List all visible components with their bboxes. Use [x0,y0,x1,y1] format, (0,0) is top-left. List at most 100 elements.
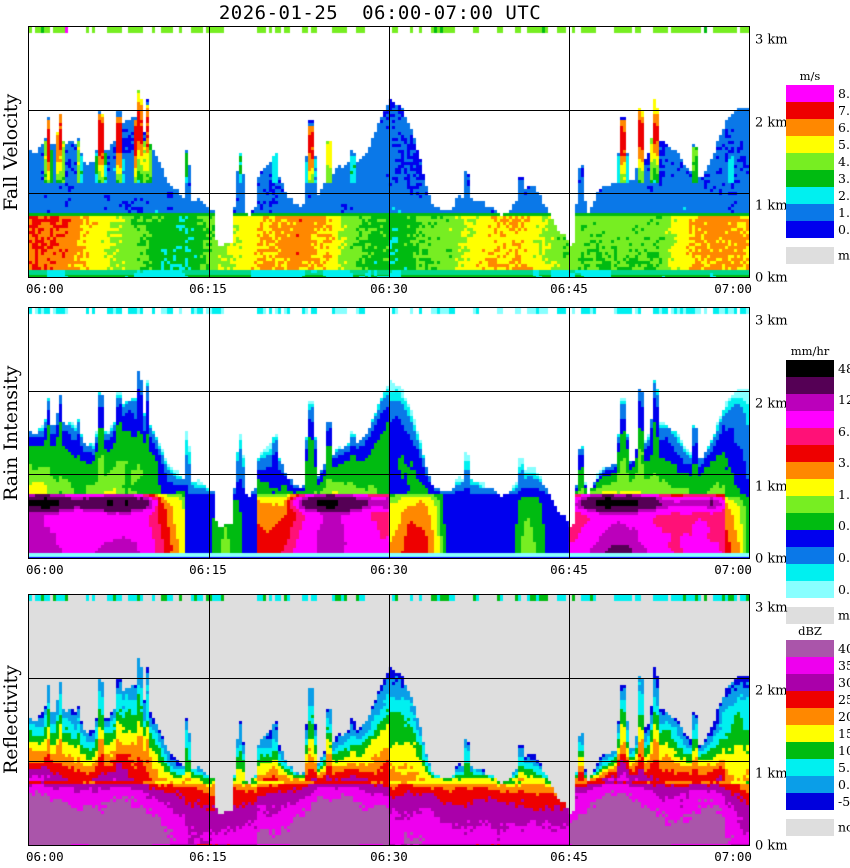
colorbar-band [786,708,834,725]
colorbar-missing-label: none [838,819,850,835]
xtick-0615-p1: 06:15 [189,562,227,577]
colorbar-tick-label: 4.0 [838,153,850,169]
colorbar-missing-swatch [786,607,834,624]
colorbar-band [786,657,834,674]
colorbar-band [786,479,834,496]
colorbar-missing-swatch [786,247,834,264]
colorbar-band [786,564,834,581]
page-title: 2026-01-25 06:00-07:00 UTC [218,2,542,24]
colorbar-band [786,496,834,513]
axis-title-fall-velocity: Fall Velocity [0,93,22,211]
colorbar-band [786,102,834,119]
colorbar-band [786,377,834,394]
colorbar-swatches-fall-velocity [786,85,834,238]
colorbar-band [786,394,834,411]
colorbar-missing-swatch [786,819,834,836]
colorbar-tick-label: 25.0 [838,691,850,707]
colorbar-tick-label: 10.0 [838,742,850,758]
colorbar-tick-label: 0.0 [838,581,850,597]
colorbar-band [786,513,834,530]
colorbar-ticks-reflectivity: -5.00.05.010.015.020.025.030.035.040.0 [838,640,850,810]
xtick-0600-p2: 06:00 [26,849,64,864]
colorbar-tick-label: 1.0 [838,204,850,220]
colorbar-band [786,153,834,170]
xtick-0600-p1: 06:00 [26,562,64,577]
colorbar-tick-label: 6.0 [838,119,850,135]
ytick-3km-p2: 3 km [755,600,788,616]
ytick-2km-p1: 2 km [755,396,788,412]
xtick-0615-p2: 06:15 [189,849,227,864]
xtick-0645-p2: 06:45 [550,849,588,864]
colorbar-ticks-fall-velocity: 0.01.02.03.04.05.06.07.08.0 [838,85,850,238]
xtick-0700-p1: 07:00 [714,562,752,577]
axis-title-rain-intensity: Rain Intensity [0,365,22,501]
colorbar-tick-label: 0.1 [838,550,850,566]
colorbar-tick-label: 7.0 [838,102,850,118]
colorbar-band [786,742,834,759]
colorbar-tick-label: 30.0 [838,674,850,690]
plot-area-reflectivity[interactable] [28,594,750,846]
colorbar-tick-label: 1.5 [838,486,850,502]
colorbar-tick-label: 40.0 [838,640,850,656]
xtick-0600-p0: 06:00 [26,281,64,296]
xtick-0645-p0: 06:45 [550,281,588,296]
colorbar-swatches-rain-intensity [786,360,834,598]
colorbar-band [786,691,834,708]
colorbar-tick-label: 48.0 [838,360,850,376]
colorbar-missing-label: miss [838,247,850,263]
colorbar-band [786,136,834,153]
colorbar-units-reflectivity: dBZ [798,624,822,638]
colorbar-tick-label: 0.0 [838,776,850,792]
colorbar-band [786,462,834,479]
panel-reflectivity[interactable] [28,594,750,846]
colorbar-band [786,581,834,598]
colorbar-band [786,85,834,102]
xtick-0615-p0: 06:15 [189,281,227,296]
xtick-0630-p2: 06:30 [370,849,408,864]
colorbar-band [786,428,834,445]
colorbar-swatches-reflectivity [786,640,834,810]
colorbar-tick-label: 2.0 [838,187,850,203]
colorbar-tick-label: 35.0 [838,657,850,673]
colorbar-ticks-rain-intensity: 0.0 0.1 0.5 1.5 3.0 6.0 12.0 48.0 [838,360,850,598]
colorbar-tick-label: 0.0 [838,221,850,237]
ytick-3km-p0: 3 km [755,32,788,48]
ytick-0km-p2: 0 km [755,838,788,854]
panel-fall-velocity[interactable] [28,26,750,278]
colorbar-band [786,530,834,547]
colorbar-tick-label: 6.0 [838,423,850,439]
colorbar-tick-label: 3.0 [838,455,850,471]
panel-rain-intensity[interactable] [28,307,750,559]
ytick-1km-p2: 1 km [755,766,788,782]
colorbar-units-fall-velocity: m/s [799,69,821,83]
colorbar-tick-label: 12.0 [838,392,850,408]
heatmap-fall-velocity [29,27,749,277]
colorbar-tick-label: 0.5 [838,518,850,534]
xtick-0700-p0: 07:00 [714,281,752,296]
ytick-0km-p0: 0 km [755,270,788,286]
colorbar-band [786,445,834,462]
colorbar-units-rain-intensity: mm/hr [790,344,830,358]
colorbar-band [786,411,834,428]
colorbar-band [786,674,834,691]
colorbar-tick-label: 15.0 [838,725,850,741]
colorbar-band [786,119,834,136]
colorbar-band [786,547,834,564]
colorbar-band [786,221,834,238]
colorbar-missing-label: miss [838,607,850,623]
colorbar-tick-label: 8.0 [838,85,850,101]
colorbar-band [786,360,834,377]
xtick-0645-p1: 06:45 [550,562,588,577]
colorbar-tick-label: 5.0 [838,136,850,152]
xtick-0700-p2: 07:00 [714,849,752,864]
ytick-2km-p2: 2 km [755,683,788,699]
colorbar-tick-label: -5.0 [838,793,850,809]
ytick-3km-p1: 3 km [755,313,788,329]
axis-title-reflectivity: Reflectivity [0,665,22,775]
colorbar-band [786,170,834,187]
plot-area-fall-velocity[interactable] [28,26,750,278]
colorbar-tick-label: 20.0 [838,708,850,724]
colorbar-band [786,187,834,204]
heatmap-rain-intensity [29,308,749,558]
plot-area-rain-intensity[interactable] [28,307,750,559]
